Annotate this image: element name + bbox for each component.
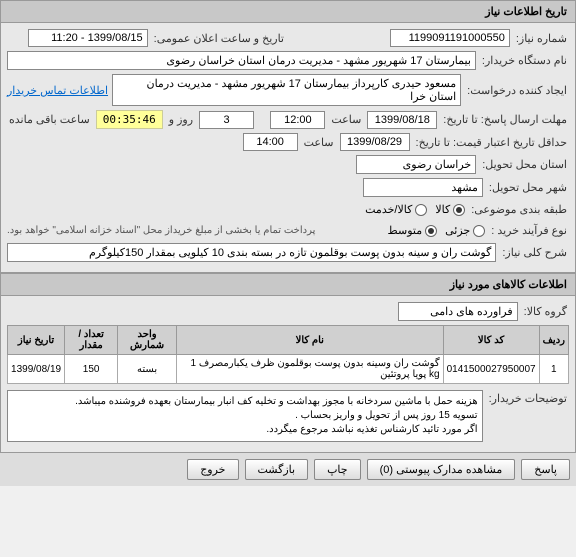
radio-small-label: جزئی [445,224,470,237]
radio-goods-label: کالا [435,203,450,216]
panel2-title: اطلاعات کالاهای مورد نیاز [1,274,575,296]
purchase-radio-group: جزئی متوسط [388,224,486,237]
radio-small[interactable] [473,225,485,237]
purchase-type-label: نوع فرآیند خرید : [489,222,569,239]
time-label-2: ساعت [302,134,336,151]
deadline-send-date: 1399/08/18 [367,111,437,129]
description-value: گوشت ران و سینه بدون پوست بوقلمون تازه د… [7,243,496,262]
contact-link[interactable]: اطلاعات تماس خریدار [7,84,108,97]
need-info-panel: تاریخ اطلاعات نیاز شماره نیاز: 119909119… [0,0,576,273]
budget-label: طبقه بندی موضوعی: [469,201,569,218]
radio-goods-service-label: کالا/خدمت [365,203,412,216]
payment-note: پرداخت تمام یا بخشی از مبلغ خریداز محل "… [7,225,315,236]
cell-code: 0141500027950007 [443,355,539,384]
province-value: خراسان رضوی [356,155,476,174]
days-label: روز و [167,111,195,128]
table-row[interactable]: 1 0141500027950007 گوشت ران وسینه بدون پ… [8,355,569,384]
city-value: مشهد [363,178,483,197]
cell-qty: 150 [65,355,118,384]
announce-label: تاریخ و ساعت اعلان عمومی: [152,30,286,47]
creator-value: مسعود حیدری کارپرداز بیمارستان 17 شهریور… [112,74,461,106]
panel1-title: تاریخ اطلاعات نیاز [1,1,575,23]
days-value: 3 [199,111,254,129]
buyer-org-label: نام دستگاه خریدار: [480,52,569,69]
attachments-button[interactable]: مشاهده مدارک پیوستی (0) [367,459,516,480]
countdown-timer: 00:35:46 [96,110,163,129]
goods-table: ردیف کد کالا نام کالا واحد شمارش تعداد /… [7,325,569,384]
radio-medium[interactable] [425,225,437,237]
deadline-send-time: 12:00 [270,111,325,129]
group-value: فراورده های دامی [398,302,518,321]
radio-goods[interactable] [453,204,465,216]
goods-info-panel: اطلاعات کالاهای مورد نیاز گروه کالا: فرا… [0,273,576,453]
description-label: شرح کلی نیاز: [500,244,569,261]
button-bar: پاسخ مشاهده مدارک پیوستی (0) چاپ بازگشت … [0,453,576,486]
city-label: شهر محل تحویل: [487,179,569,196]
col-code: کد کالا [443,326,539,355]
cell-date: 1399/08/19 [8,355,65,384]
radio-goods-service[interactable] [415,204,427,216]
radio-medium-label: متوسط [388,224,423,237]
col-name: نام کالا [176,326,443,355]
print-button[interactable]: چاپ [314,459,361,480]
group-label: گروه کالا: [522,303,569,320]
validity-date: 1399/08/29 [340,133,410,151]
need-number-label: شماره نیاز: [514,30,569,47]
cell-unit: بسته [118,355,177,384]
validity-label: حداقل تاریخ اعتبار قیمت: تا تاریخ: [414,134,569,151]
province-label: استان محل تحویل: [480,156,569,173]
validity-time: 14:00 [243,133,298,151]
exit-button[interactable]: خروج [187,459,238,480]
creator-label: ایجاد کننده درخواست: [465,82,569,99]
col-qty: تعداد / مقدار [65,326,118,355]
remaining-label: ساعت باقی مانده [7,111,92,128]
reply-button[interactable]: پاسخ [521,459,570,480]
col-date: تاریخ نیاز [8,326,65,355]
cell-name: گوشت ران وسینه بدون پوست بوقلمون ظرف یکب… [176,355,443,384]
col-idx: ردیف [539,326,568,355]
buyer-notes: هزینه حمل با ماشین سردخانه با مجوز بهداش… [7,390,483,442]
deadline-send-label: مهلت ارسال پاسخ: تا تاریخ: [441,111,569,128]
announce-value: 1399/08/15 - 11:20 [28,29,148,47]
need-number-value: 1199091191000550 [390,29,510,47]
notes-label: توضیحات خریدار: [487,390,569,407]
back-button[interactable]: بازگشت [245,459,309,480]
col-unit: واحد شمارش [118,326,177,355]
time-label-1: ساعت [329,111,363,128]
budget-radio-group: کالا کالا/خدمت [365,203,465,216]
buyer-org-value: بیمارستان 17 شهریور مشهد - مدیریت درمان … [7,51,476,70]
cell-idx: 1 [539,355,568,384]
